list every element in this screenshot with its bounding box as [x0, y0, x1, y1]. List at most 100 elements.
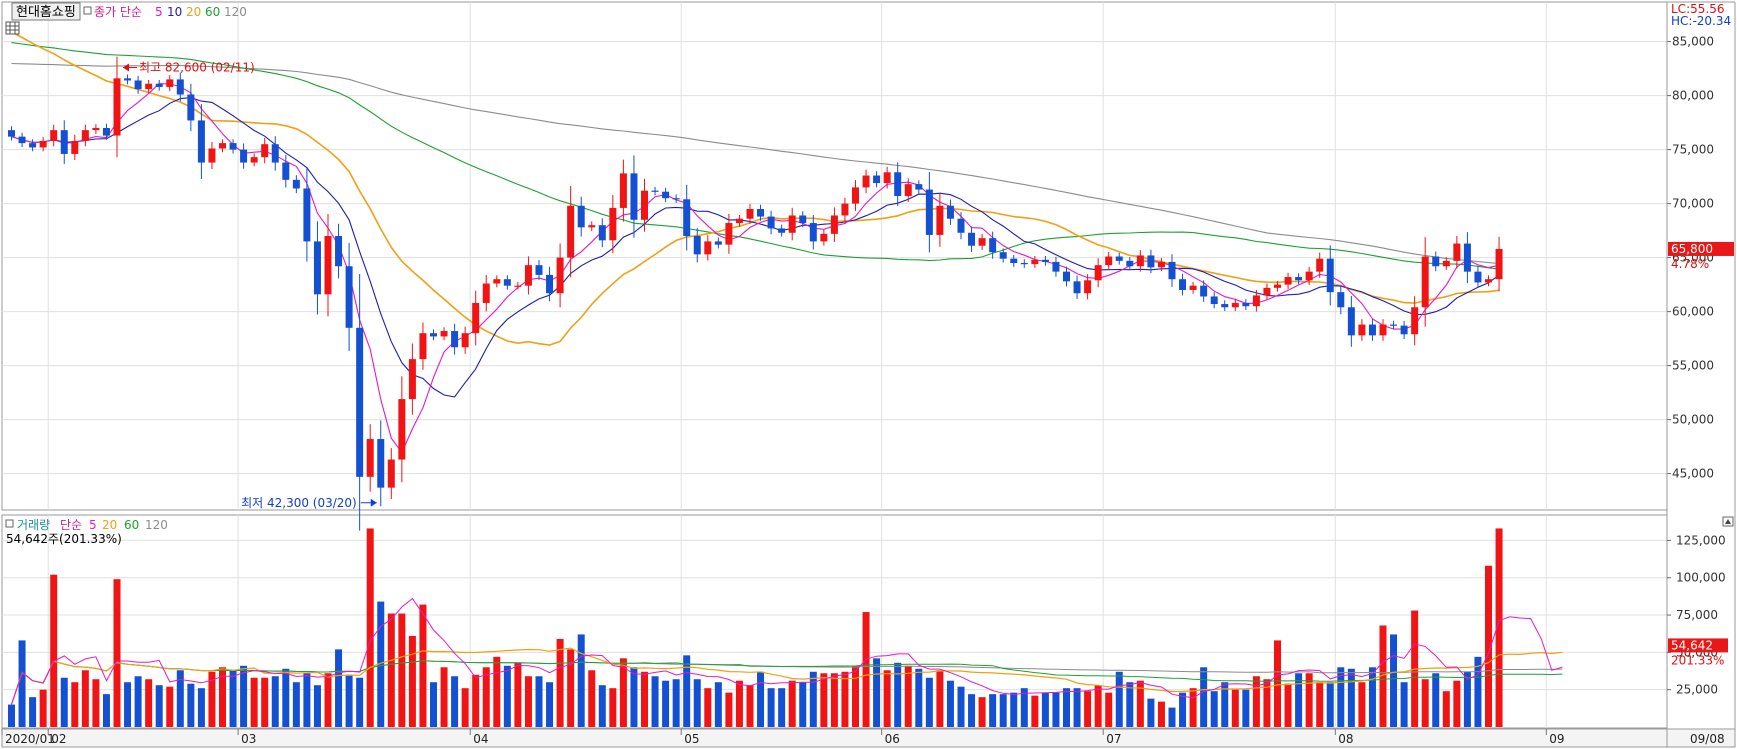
candle — [39, 137, 47, 152]
candle — [345, 243, 353, 351]
candle-body — [261, 144, 269, 158]
volume-bar — [261, 677, 269, 727]
candle — [1242, 299, 1250, 310]
volume-bar — [873, 658, 881, 727]
volume-bar — [1073, 688, 1081, 727]
candle — [482, 275, 490, 312]
volume-bar — [197, 688, 205, 727]
candle — [166, 75, 174, 92]
volume-bar — [1105, 692, 1113, 727]
candle-body — [619, 173, 627, 208]
candle-body — [124, 78, 132, 81]
volume-bar — [1274, 640, 1281, 727]
candle — [556, 243, 564, 308]
high-annotation-text: 최고 82,600 (02/11) — [139, 61, 255, 75]
candle — [1147, 249, 1155, 274]
candle-body — [567, 205, 575, 258]
volume-bar — [240, 665, 248, 727]
candle-body — [1263, 287, 1271, 296]
price-tick-label: 45,000 — [1672, 467, 1714, 481]
candle — [124, 74, 132, 85]
candle-body — [81, 130, 89, 141]
vol-ma60-line — [11, 660, 1563, 705]
candle — [873, 171, 881, 188]
candle-body — [1284, 277, 1292, 285]
candle-body — [292, 179, 300, 189]
candle-body — [820, 233, 828, 242]
candle — [451, 323, 459, 355]
price-moving-averages — [11, 31, 1500, 454]
candle-body — [1084, 280, 1092, 294]
price-tick-label: 75,000 — [1672, 143, 1714, 157]
x-tick-label: 08 — [1338, 732, 1353, 746]
candle — [925, 172, 933, 253]
candle-body — [514, 285, 522, 287]
volume-bar — [440, 667, 448, 727]
candle — [936, 193, 944, 247]
volume-bar — [1041, 692, 1049, 727]
legend-toggle-icon[interactable] — [83, 6, 92, 15]
candle — [1084, 274, 1092, 300]
volume-tick-label: 75,000 — [1676, 608, 1718, 622]
volume-panel-button[interactable] — [1722, 516, 1734, 527]
volume-legend-toggle-icon[interactable] — [5, 519, 14, 528]
candle — [71, 134, 79, 161]
candle-body — [113, 78, 121, 136]
candle — [693, 227, 701, 263]
candle — [1105, 251, 1113, 270]
candle-body — [778, 228, 786, 233]
candle-body — [609, 207, 617, 241]
candle — [155, 79, 163, 91]
candle — [619, 159, 627, 222]
current-price-label: 65,800 — [1671, 242, 1713, 256]
volume-bar — [1231, 689, 1239, 727]
volume-bar — [514, 662, 522, 727]
candle — [208, 141, 216, 170]
candle-body — [1147, 255, 1155, 268]
candle-body — [176, 79, 184, 95]
volume-bar — [1179, 692, 1187, 727]
volume-bar — [1094, 685, 1102, 727]
candle — [1179, 273, 1187, 296]
x-tick-label: 07 — [1106, 732, 1121, 746]
volume-bar — [493, 656, 501, 727]
candle — [978, 233, 986, 250]
candle — [514, 281, 522, 290]
volume-bars — [8, 528, 1503, 727]
candle-body — [482, 283, 490, 303]
candle — [904, 178, 912, 202]
volume-bar — [883, 670, 891, 727]
candle — [408, 343, 416, 415]
volume-bar — [71, 682, 79, 727]
candle-body — [18, 136, 26, 144]
x-last-date-label: 09/08 — [1690, 732, 1725, 746]
candle — [1010, 254, 1018, 267]
volume-bar — [1347, 668, 1355, 727]
ma120-line — [11, 62, 1500, 265]
candle-body — [472, 302, 480, 334]
candle — [588, 221, 596, 232]
price-legend-prefix: 종가 단순 — [94, 5, 142, 19]
candle — [430, 329, 437, 341]
candle — [862, 169, 870, 194]
candle-body — [324, 236, 332, 295]
volume-bar — [356, 677, 364, 727]
grid-icon[interactable] — [5, 21, 20, 35]
stock-name-box[interactable] — [11, 2, 81, 21]
candle-body — [50, 130, 58, 141]
volume-bar — [250, 677, 258, 727]
candle-body — [1231, 302, 1239, 308]
price-ma60-label: 60 — [205, 5, 220, 19]
volume-bar — [345, 674, 353, 727]
candle-body — [1136, 255, 1144, 267]
stock-name[interactable]: 현대홈쇼핑 — [16, 5, 76, 20]
candle-body — [883, 172, 891, 184]
candle — [1263, 283, 1271, 300]
candle — [1157, 258, 1165, 272]
volume-bar — [641, 671, 648, 727]
candle — [197, 104, 205, 179]
volume-bar — [1368, 667, 1376, 727]
volume-bar — [799, 682, 807, 727]
candle — [271, 136, 279, 171]
candle-body — [1052, 261, 1060, 272]
